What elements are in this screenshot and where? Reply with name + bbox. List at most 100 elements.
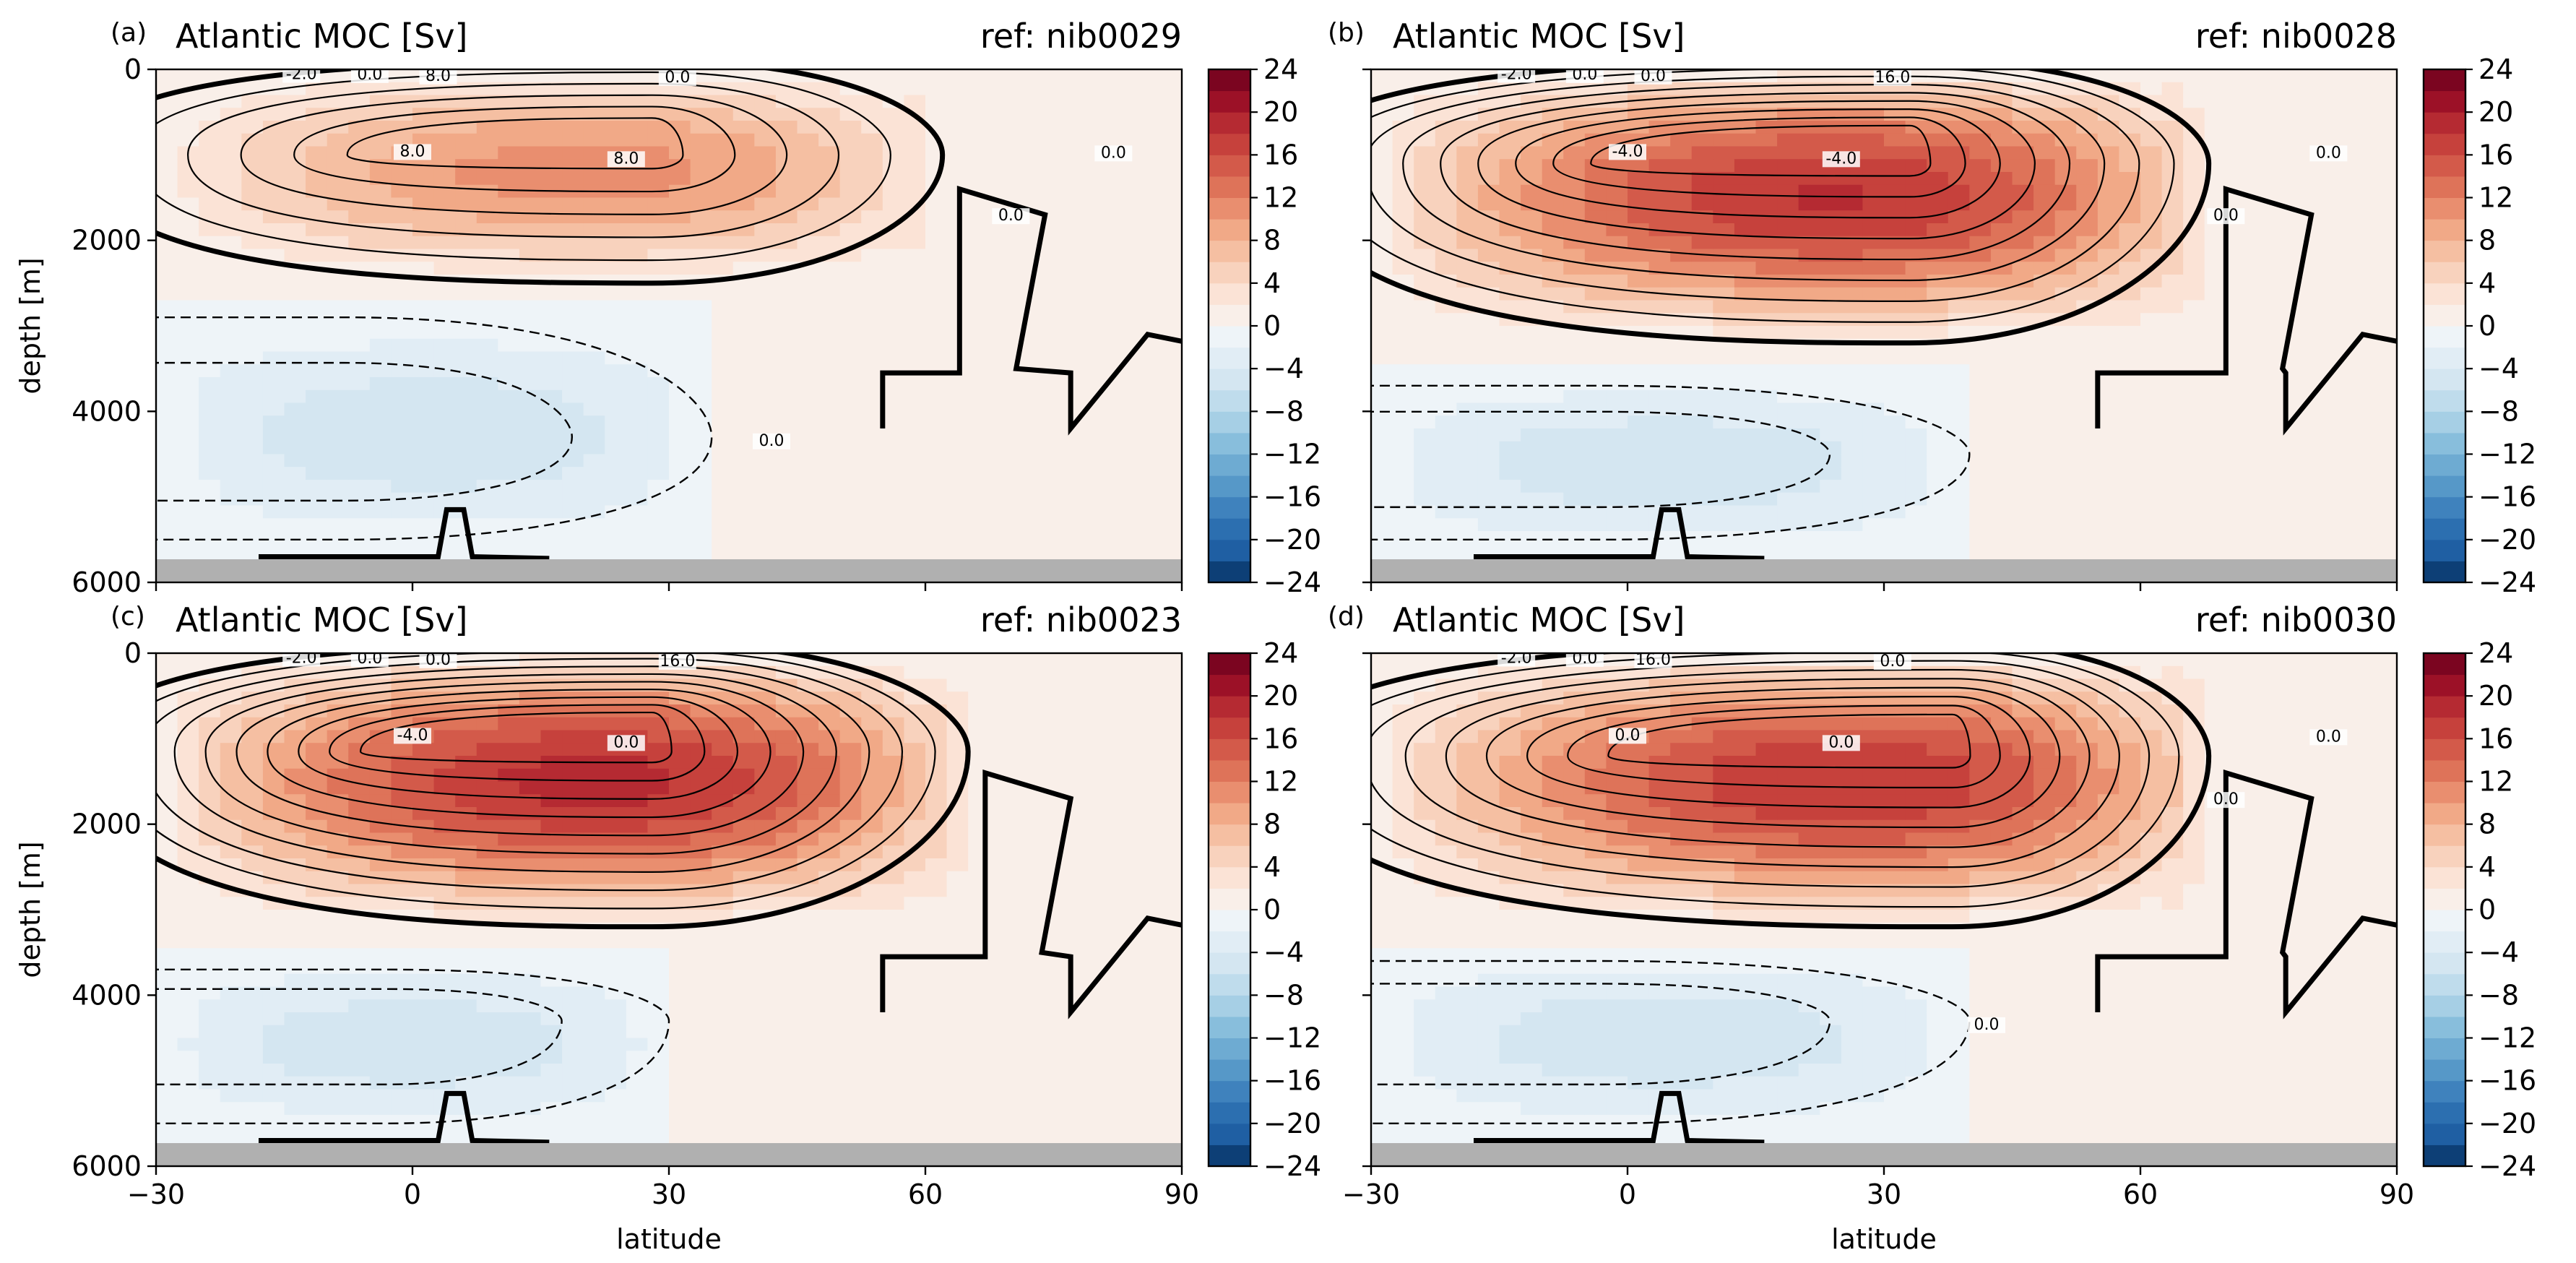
field-cell <box>1884 275 1906 288</box>
field-cell <box>562 819 584 834</box>
field-cell <box>1734 121 1757 134</box>
field-cell <box>839 467 862 480</box>
field-cell <box>177 313 199 327</box>
field-cell <box>882 505 905 519</box>
field-cell <box>412 1051 435 1064</box>
field-cell <box>476 236 498 250</box>
field-cell <box>1606 389 1628 404</box>
field-cell <box>1096 300 1118 314</box>
field-cell <box>647 402 670 416</box>
field-cell <box>2097 300 2120 314</box>
field-cell <box>1798 326 1820 340</box>
field-cell <box>327 1127 349 1142</box>
field-cell <box>220 1025 242 1039</box>
field-cell <box>1160 82 1182 96</box>
field-cell <box>775 95 798 108</box>
field-cell <box>519 948 542 962</box>
field-cell <box>1414 543 1436 558</box>
field-cell <box>647 518 670 532</box>
field-cell <box>861 133 883 147</box>
field-cell <box>1118 467 1140 480</box>
field-cell <box>241 832 264 846</box>
field-cell <box>754 402 777 416</box>
field-cell <box>476 1051 498 1064</box>
field-cell <box>476 184 498 199</box>
field-cell <box>241 364 264 378</box>
field-cell <box>647 197 670 211</box>
field-cell <box>647 1051 670 1064</box>
field-cell <box>562 1127 584 1142</box>
field-cell <box>2033 95 2056 108</box>
field-cell <box>583 1127 605 1142</box>
colorbar-swatch <box>1209 90 1250 113</box>
field-cell <box>2119 249 2141 262</box>
field-cell <box>284 223 306 237</box>
field-cell <box>519 351 542 365</box>
field-cell <box>968 287 990 301</box>
field-cell <box>1160 364 1182 378</box>
field-cell <box>626 95 649 108</box>
field-cell <box>1477 467 1500 480</box>
field-cell <box>177 948 199 962</box>
field-cell <box>1096 223 1118 237</box>
field-cell <box>1584 184 1607 199</box>
field-cell <box>199 845 221 859</box>
field-cell <box>2012 351 2034 365</box>
field-cell <box>476 819 498 834</box>
field-cell <box>2268 287 2291 301</box>
field-cell <box>861 480 883 493</box>
field-cell <box>327 377 349 391</box>
field-cell <box>391 210 413 224</box>
field-cell <box>605 236 627 250</box>
field-cell <box>1096 236 1118 250</box>
field-cell <box>476 794 498 808</box>
negative-contour <box>156 316 713 541</box>
field-cell <box>199 543 221 558</box>
field-cell <box>712 428 734 442</box>
field-cell <box>1777 454 1799 467</box>
field-cell <box>2076 197 2099 211</box>
field-cell <box>562 910 584 923</box>
field-cell <box>348 986 371 1000</box>
field-cell <box>177 441 199 455</box>
field-cell <box>925 300 948 314</box>
field-cell <box>498 133 520 147</box>
field-cell <box>391 377 413 391</box>
field-cell <box>605 210 627 224</box>
field-cell <box>1477 338 1500 353</box>
field-cell <box>1777 389 1799 404</box>
field-cell <box>2354 287 2377 301</box>
field-cell <box>2076 543 2099 558</box>
field-cell <box>1820 389 1842 404</box>
field-cell <box>583 1025 605 1039</box>
field-cell <box>1075 121 1097 134</box>
field-cell <box>1456 402 1479 416</box>
field-cell <box>519 480 542 493</box>
field-cell <box>861 338 883 353</box>
field-cell <box>1884 287 1906 301</box>
field-cell <box>1606 518 1628 532</box>
field-cell <box>412 935 435 949</box>
field-cell <box>2247 172 2270 186</box>
field-cell <box>2333 262 2355 275</box>
field-cell <box>1032 313 1055 327</box>
field-cell <box>2076 377 2099 391</box>
field-cell <box>562 1051 584 1064</box>
field-cell <box>177 69 199 83</box>
colorbar-tick-label: −24 <box>2478 566 2536 598</box>
positive-contour <box>1477 100 2036 240</box>
field-cell <box>2076 492 2099 507</box>
field-cell <box>1160 313 1182 327</box>
field-cell <box>220 1102 242 1116</box>
contour-label: 0.0 <box>2207 207 2245 225</box>
field-cell <box>925 275 948 288</box>
field-cell <box>2054 172 2077 186</box>
field-cell <box>882 159 905 173</box>
field-cell <box>754 287 777 301</box>
field-cell <box>2226 467 2248 480</box>
field-cell <box>882 326 905 340</box>
field-cell <box>797 287 819 301</box>
field-cell <box>177 794 199 808</box>
field-cell <box>498 986 520 1000</box>
field-cell <box>2033 223 2056 237</box>
